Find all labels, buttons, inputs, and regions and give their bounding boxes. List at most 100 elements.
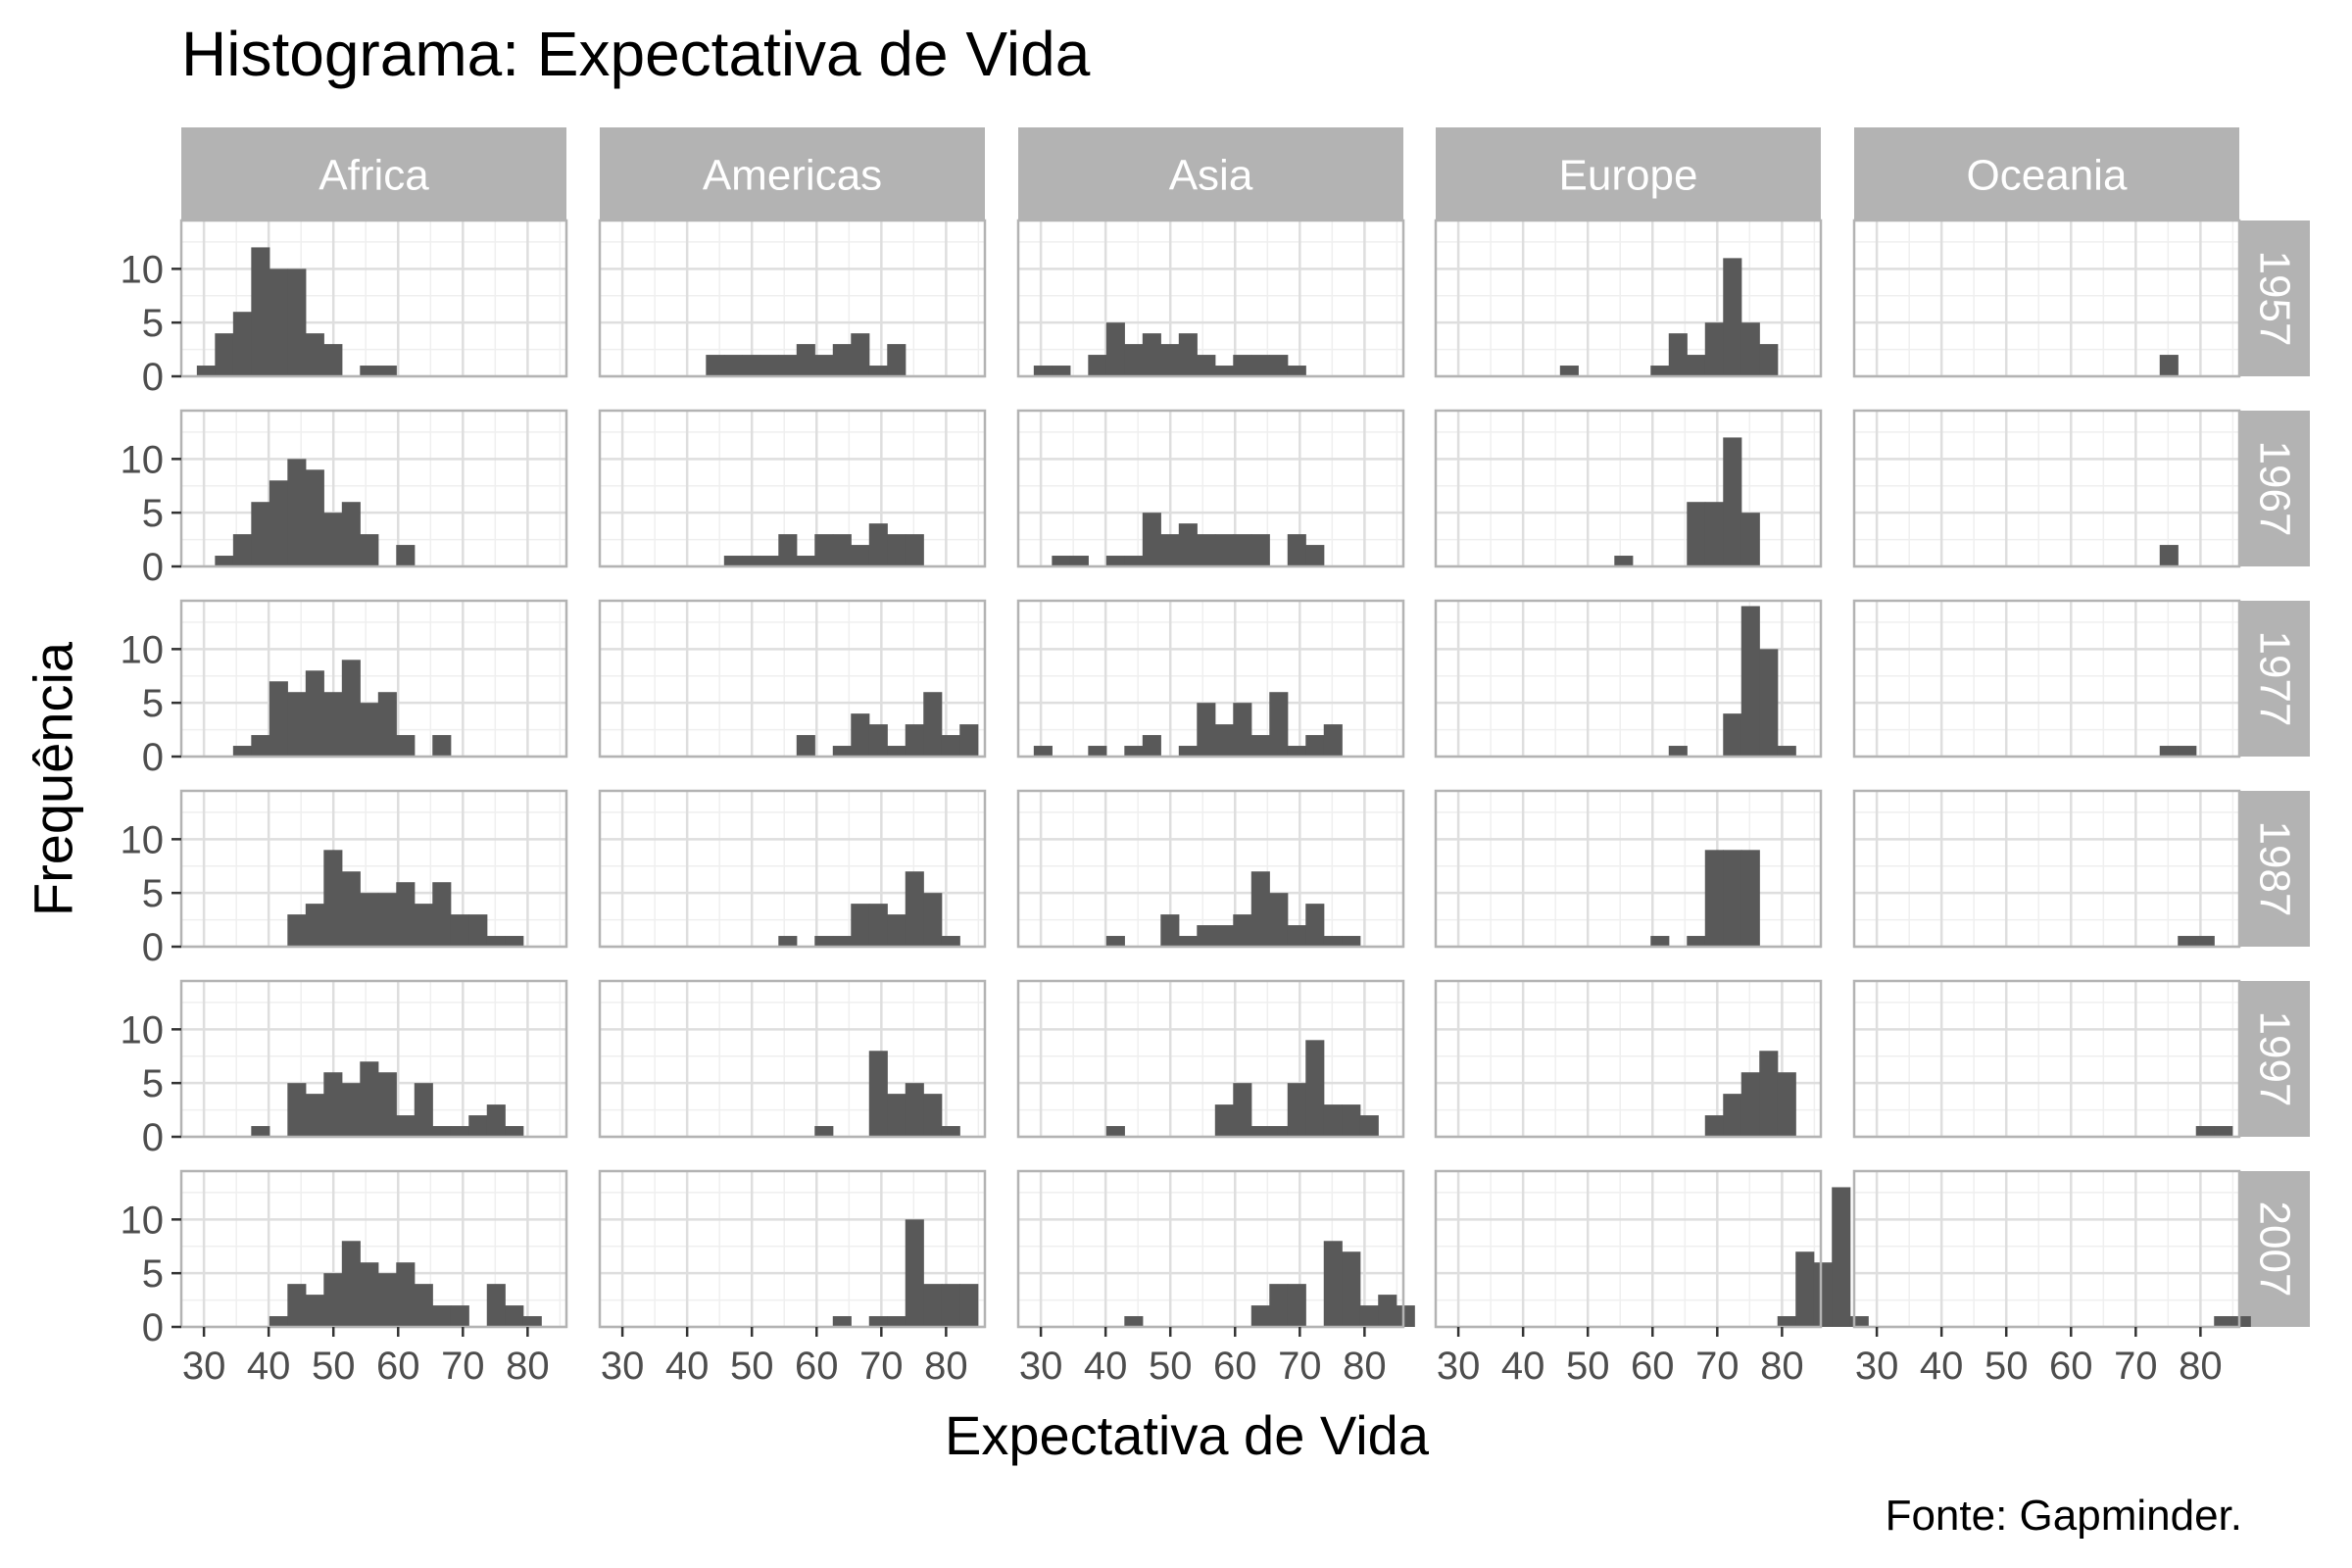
facet-strip-label: 1957 bbox=[2251, 251, 2299, 347]
y-tick-label: 0 bbox=[142, 356, 164, 399]
histogram-bar bbox=[832, 936, 852, 947]
x-tick-label: 30 bbox=[1019, 1345, 1063, 1388]
x-tick-label: 30 bbox=[1437, 1345, 1481, 1388]
histogram-bar bbox=[232, 534, 252, 566]
panel-border bbox=[1434, 789, 1823, 949]
histogram-bar bbox=[287, 269, 307, 376]
panel-background bbox=[1854, 791, 2239, 947]
histogram-bar bbox=[2159, 355, 2179, 376]
facet-strip-label: 1987 bbox=[2251, 821, 2299, 917]
histogram-bar bbox=[1342, 936, 1361, 947]
histogram-bar bbox=[1813, 1262, 1833, 1327]
facet-strip-2007 bbox=[2240, 1171, 2310, 1327]
histogram-bar bbox=[2195, 936, 2215, 947]
histogram-bar bbox=[814, 534, 834, 566]
histogram-bar bbox=[414, 904, 433, 947]
histogram-bar bbox=[377, 692, 397, 757]
histogram-bar bbox=[2195, 1126, 2215, 1137]
panel-border bbox=[179, 599, 568, 759]
y-tick-label: 10 bbox=[121, 1008, 165, 1052]
histogram-bar bbox=[1197, 703, 1216, 757]
y-tick-label: 10 bbox=[121, 818, 165, 861]
histogram-bar bbox=[832, 746, 852, 757]
facet-strip-label: 2007 bbox=[2251, 1201, 2299, 1298]
histogram-bar bbox=[796, 556, 815, 566]
histogram-bar bbox=[1250, 355, 1270, 376]
histogram-bar bbox=[1269, 1284, 1289, 1327]
x-tick-label: 70 bbox=[859, 1345, 904, 1388]
facet-strip-label: Asia bbox=[1169, 152, 1253, 200]
panel-border bbox=[179, 219, 568, 378]
histogram-bar bbox=[1704, 502, 1724, 566]
histogram-bar bbox=[360, 1262, 379, 1327]
histogram-bar bbox=[1124, 746, 1144, 757]
histogram-bar bbox=[505, 1305, 524, 1327]
panel-border bbox=[1852, 979, 2241, 1139]
facet-strip-label: Oceania bbox=[1967, 152, 2128, 200]
histogram-bar bbox=[760, 355, 779, 376]
histogram-bar bbox=[232, 746, 252, 757]
y-tick-label: 5 bbox=[142, 1252, 164, 1296]
histogram-bar bbox=[1342, 1104, 1361, 1137]
histogram-bar bbox=[323, 513, 343, 566]
histogram-bar bbox=[1650, 366, 1670, 376]
x-tick-label: 70 bbox=[1278, 1345, 1322, 1388]
histogram-bar bbox=[1160, 914, 1180, 947]
histogram-bar bbox=[868, 1316, 888, 1327]
y-tick-label: 10 bbox=[121, 438, 165, 481]
histogram-bar bbox=[1723, 850, 1742, 947]
histogram-bar bbox=[2178, 936, 2197, 947]
histogram-bar bbox=[814, 355, 834, 376]
histogram-bar bbox=[414, 1083, 433, 1137]
histogram-bar bbox=[887, 344, 906, 376]
histogram-bar bbox=[832, 344, 852, 376]
histogram-bar bbox=[377, 893, 397, 947]
histogram-bar bbox=[196, 366, 216, 376]
panel-border bbox=[1852, 219, 2241, 378]
histogram-bar bbox=[341, 1083, 361, 1137]
histogram-bar bbox=[396, 1262, 416, 1327]
histogram-bar bbox=[1269, 355, 1289, 376]
histogram-bar bbox=[887, 1316, 906, 1327]
histogram-bar bbox=[1740, 1072, 1760, 1137]
x-tick-label: 80 bbox=[1343, 1345, 1387, 1388]
histogram-bar bbox=[360, 366, 379, 376]
facet-strip-label: Africa bbox=[318, 152, 429, 200]
histogram-bar bbox=[1305, 1040, 1325, 1137]
histogram-bar bbox=[851, 713, 870, 757]
facet-strip-label: 1997 bbox=[2251, 1011, 2299, 1107]
x-tick-label: 30 bbox=[1855, 1345, 1899, 1388]
histogram-bar bbox=[287, 692, 307, 757]
histogram-bar bbox=[1197, 355, 1216, 376]
histogram-bar bbox=[360, 534, 379, 566]
panel-border bbox=[1016, 1169, 1405, 1329]
panel-border bbox=[598, 599, 987, 759]
y-tick-label: 10 bbox=[121, 248, 165, 291]
histogram-bar bbox=[396, 735, 416, 757]
panel-border bbox=[1016, 219, 1405, 378]
histogram-bar bbox=[1704, 1115, 1724, 1137]
x-tick-label: 40 bbox=[1920, 1345, 1964, 1388]
panel-border bbox=[179, 1169, 568, 1329]
histogram-bar bbox=[1396, 1305, 1415, 1327]
histogram-bar bbox=[287, 1083, 307, 1137]
histogram-bar bbox=[1687, 355, 1706, 376]
y-tick-label: 5 bbox=[142, 1062, 164, 1105]
histogram-bar bbox=[1687, 936, 1706, 947]
histogram-bar bbox=[269, 480, 288, 566]
x-tick-label: 50 bbox=[730, 1345, 774, 1388]
panel-border bbox=[1016, 789, 1405, 949]
x-tick-label: 50 bbox=[312, 1345, 356, 1388]
histogram-bar bbox=[941, 735, 960, 757]
histogram-bar bbox=[905, 534, 924, 566]
panel-background bbox=[1854, 981, 2239, 1137]
panel-border bbox=[179, 979, 568, 1139]
histogram-bar bbox=[1052, 556, 1071, 566]
histogram-bar bbox=[432, 882, 452, 947]
histogram-bar bbox=[1795, 1251, 1815, 1327]
histogram-bar bbox=[1197, 925, 1216, 947]
histogram-bar bbox=[341, 502, 361, 566]
histogram-bar bbox=[1233, 703, 1252, 757]
histogram-bar bbox=[1178, 523, 1198, 566]
histogram-bar bbox=[269, 269, 288, 376]
